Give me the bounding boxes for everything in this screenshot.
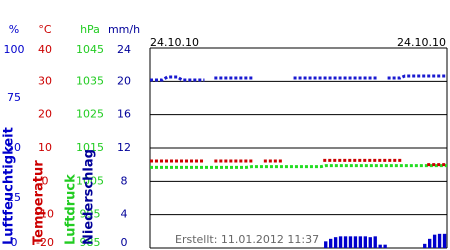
- precip-bar: [383, 244, 387, 248]
- y-tick-label: 30: [38, 74, 52, 87]
- y-tick-label: 1015: [76, 141, 104, 154]
- y-tick-label: 8: [121, 174, 128, 187]
- y-tick-label: 1045: [76, 43, 104, 56]
- precip-bar: [343, 236, 348, 248]
- y-tick-label: 1035: [76, 74, 104, 87]
- precip-bar: [423, 243, 427, 248]
- precip-bar: [428, 238, 432, 248]
- y-tick-label: 12: [117, 141, 131, 154]
- y-tick-label: -20: [36, 236, 54, 249]
- y-tick-label: 0: [11, 236, 18, 249]
- y-tick-label: 995: [80, 208, 101, 221]
- y-tick-label: 0: [121, 236, 128, 249]
- y-tick-label: 25: [7, 191, 21, 204]
- precip-bar: [329, 238, 333, 248]
- axis-unit: %: [9, 23, 19, 36]
- precip-bar: [333, 237, 338, 248]
- precip-bar: [363, 236, 367, 248]
- axis-unit: °C: [38, 23, 52, 36]
- y-tick-label: 24: [117, 43, 131, 56]
- y-tick-label: 0: [42, 174, 49, 187]
- date-end: 24.10.10: [397, 36, 446, 49]
- precip-bar: [348, 236, 353, 248]
- series-line: [150, 74, 447, 82]
- precip-bar: [353, 236, 358, 248]
- precip-bar: [324, 241, 328, 248]
- y-tick-label: 40: [38, 43, 52, 56]
- axis-title: Temperatur: [32, 160, 47, 245]
- precip-bar: [358, 236, 363, 248]
- y-tick-label: 100: [4, 43, 25, 56]
- y-tick-label: 20: [38, 108, 52, 121]
- axis-unit: mm/h: [108, 23, 140, 36]
- precip-bar: [378, 244, 382, 248]
- y-tick-label: 4: [121, 208, 128, 221]
- credit: Erstellt: 11.01.2012 11:37: [175, 233, 319, 246]
- y-tick-label: 20: [117, 74, 131, 87]
- precip-bar: [338, 236, 343, 248]
- axis-title: Luftfeuchtigkeit: [2, 127, 17, 245]
- y-tick-label: 985: [80, 236, 101, 249]
- precip-bar: [373, 236, 377, 248]
- y-tick-label: 10: [38, 141, 52, 154]
- precip-bar: [432, 234, 437, 248]
- axis-unit: hPa: [80, 23, 100, 36]
- series-line: [150, 158, 447, 167]
- series-line: [150, 164, 447, 169]
- y-tick-label: 75: [7, 91, 21, 104]
- precip-bar: [368, 237, 372, 248]
- y-tick-label: 1025: [76, 108, 104, 121]
- y-tick-label: 50: [7, 141, 21, 154]
- y-tick-label: -10: [36, 208, 54, 221]
- precip-bar: [437, 233, 442, 248]
- precip-bar: [442, 233, 447, 248]
- y-tick-label: 16: [117, 108, 131, 121]
- axis-title: Luftdruck: [64, 174, 79, 245]
- date-start: 24.10.10: [150, 36, 199, 49]
- axis-title: Niederschlag: [82, 149, 97, 245]
- y-tick-label: 1005: [76, 174, 104, 187]
